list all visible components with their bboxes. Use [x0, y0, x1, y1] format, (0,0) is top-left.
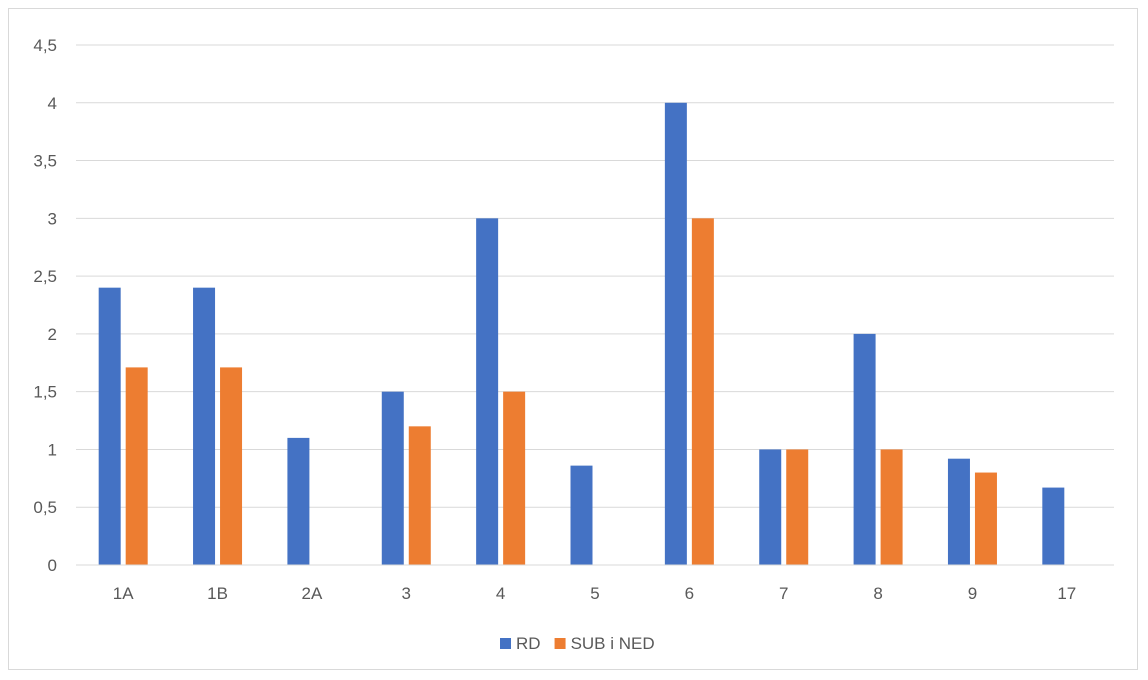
y-tick-label: 4 [48, 94, 57, 113]
bar-sub-i-ned [408, 426, 431, 565]
y-tick-label: 0 [48, 556, 57, 575]
x-tick-label: 5 [590, 584, 599, 603]
y-tick-label: 3 [48, 209, 57, 228]
legend-label: SUB i NED [571, 634, 655, 653]
bar-rd [947, 458, 970, 565]
y-tick-label: 3,5 [33, 152, 57, 171]
bar-sub-i-ned [880, 449, 903, 565]
x-axis-tick-labels: 1A 1B 2A 3 4 5 6 7 8 9 17 [113, 584, 1076, 603]
legend: RD SUB i NED [500, 634, 655, 653]
legend-swatch [554, 638, 566, 649]
bar-rd [759, 449, 782, 565]
bar-chart: 0 0,5 1 1,5 2 2,5 3 3,5 4 4,5 1A 1B 2A 3 4 5 6 7 8 9 17 RD S… [33, 36, 1114, 653]
legend-swatch [500, 638, 511, 649]
bar-rd [664, 102, 687, 566]
bar-sub-i-ned [786, 449, 809, 565]
bar-rd [381, 391, 404, 565]
bar-rd [570, 465, 593, 565]
bar-sub-i-ned [503, 391, 526, 565]
x-tick-label: 3 [402, 584, 411, 603]
bar-sub-i-ned [220, 367, 243, 565]
bars [98, 102, 1065, 566]
x-tick-label: 17 [1057, 584, 1076, 603]
bar-rd [853, 333, 876, 565]
y-tick-label: 1,5 [33, 383, 57, 402]
x-tick-label: 7 [779, 584, 788, 603]
x-tick-label: 4 [496, 584, 505, 603]
bar-rd [287, 437, 310, 565]
bar-rd [1042, 487, 1065, 565]
bar-rd [476, 218, 499, 566]
x-tick-label: 6 [685, 584, 694, 603]
gridlines [76, 44, 1114, 508]
chart-frame: 0 0,5 1 1,5 2 2,5 3 3,5 4 4,5 1A 1B 2A 3 4 5 6 7 8 9 17 RD S… [8, 8, 1138, 670]
legend-label: RD [516, 634, 541, 653]
y-tick-label: 2 [48, 325, 57, 344]
y-tick-label: 0,5 [33, 498, 57, 517]
x-tick-label: 8 [873, 584, 882, 603]
bar-sub-i-ned [125, 367, 148, 565]
bar-sub-i-ned [691, 218, 714, 566]
bar-rd [98, 287, 121, 565]
x-tick-label: 1B [207, 584, 228, 603]
y-tick-label: 4,5 [33, 36, 57, 55]
x-tick-label: 1A [113, 584, 134, 603]
bar-rd [193, 287, 216, 565]
y-tick-label: 1 [48, 440, 57, 459]
bar-sub-i-ned [974, 472, 997, 565]
y-tick-label: 2,5 [33, 267, 57, 286]
x-tick-label: 9 [968, 584, 977, 603]
y-axis-tick-labels: 0 0,5 1 1,5 2 2,5 3 3,5 4 4,5 [33, 36, 57, 575]
x-tick-label: 2A [302, 584, 323, 603]
